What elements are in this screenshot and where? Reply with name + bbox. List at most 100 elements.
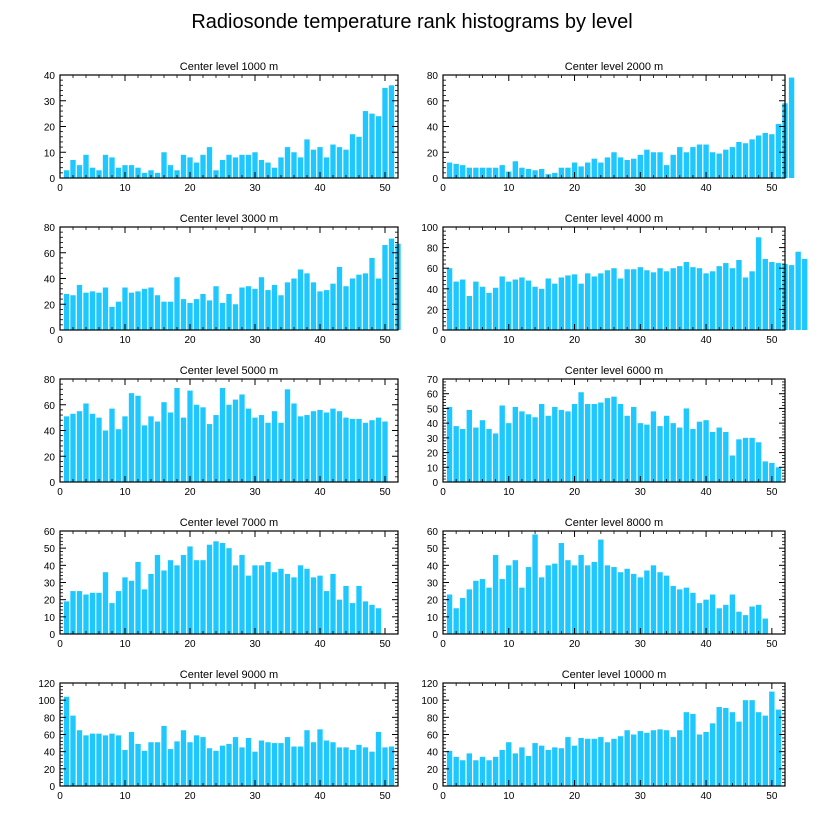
bar xyxy=(362,273,369,330)
bar xyxy=(611,268,617,330)
bar xyxy=(677,589,683,634)
bar xyxy=(161,301,167,330)
x-tick-label: 50 xyxy=(379,639,391,650)
bar xyxy=(690,713,696,786)
bar xyxy=(532,286,538,330)
bar xyxy=(762,132,768,178)
bar xyxy=(644,424,650,482)
bar xyxy=(284,737,291,786)
bar xyxy=(486,760,492,786)
bar xyxy=(219,388,226,482)
bar xyxy=(200,407,206,482)
x-tick-label: 0 xyxy=(57,183,63,194)
bar xyxy=(788,265,795,330)
bar xyxy=(545,415,551,482)
y-tick-label: 40 xyxy=(427,561,439,572)
y-tick-label: 40 xyxy=(44,427,56,438)
bar xyxy=(63,416,70,482)
bar xyxy=(532,170,538,178)
bar xyxy=(258,159,265,178)
bar xyxy=(585,565,591,634)
bar xyxy=(115,735,122,786)
bar xyxy=(304,139,310,179)
x-tick-label: 40 xyxy=(701,183,713,194)
bar xyxy=(492,287,499,330)
bar xyxy=(479,420,486,482)
bar xyxy=(532,534,538,634)
panel-title: Center level 5000 m xyxy=(180,365,278,377)
bar xyxy=(446,594,453,634)
bar xyxy=(291,152,297,178)
bar xyxy=(317,291,323,331)
bar xyxy=(122,287,128,330)
x-tick-label: 0 xyxy=(440,791,446,802)
bar xyxy=(631,406,637,482)
bar xyxy=(323,290,330,330)
bar xyxy=(271,743,278,786)
bar xyxy=(128,165,135,179)
bar xyxy=(631,734,637,786)
bar xyxy=(657,426,663,482)
bar xyxy=(585,162,591,178)
bar xyxy=(213,415,219,482)
bar xyxy=(89,733,96,786)
bar xyxy=(637,577,643,634)
x-tick-label: 30 xyxy=(249,639,261,650)
bar xyxy=(336,599,343,634)
bar xyxy=(219,745,226,786)
bar xyxy=(167,560,174,634)
bar xyxy=(193,735,200,786)
bar xyxy=(585,738,591,786)
bar xyxy=(690,267,696,330)
x-tick-label: 40 xyxy=(701,639,713,650)
bar xyxy=(716,153,722,178)
panel-title: Center level 2000 m xyxy=(565,61,663,73)
bar xyxy=(644,570,650,634)
bar xyxy=(330,283,336,330)
x-tick-label: 10 xyxy=(119,487,131,498)
bar xyxy=(161,725,167,786)
bar xyxy=(756,135,762,178)
bar xyxy=(278,295,284,330)
bar xyxy=(187,157,193,178)
bar xyxy=(736,141,742,178)
x-tick-label: 30 xyxy=(249,335,261,346)
bar xyxy=(167,749,174,786)
bar xyxy=(109,603,115,634)
bar xyxy=(611,567,617,634)
bar xyxy=(258,740,265,786)
x-tick-label: 10 xyxy=(119,335,131,346)
bar xyxy=(598,273,604,330)
bar xyxy=(578,283,584,330)
x-tick-label: 30 xyxy=(635,791,647,802)
bar xyxy=(297,157,304,178)
bar xyxy=(83,594,89,634)
bar xyxy=(180,730,187,786)
bar xyxy=(486,587,492,634)
bar xyxy=(154,172,161,178)
bar xyxy=(723,431,729,482)
bar xyxy=(200,293,206,330)
panel-4: Center level 4000 m 0 20 40 60 80 100 0 10 20 30 40… xyxy=(421,213,808,346)
bar xyxy=(624,568,630,634)
bar xyxy=(193,162,200,178)
bar xyxy=(683,587,690,634)
bar xyxy=(696,144,703,178)
bar xyxy=(343,747,349,787)
bar xyxy=(336,266,343,330)
bar xyxy=(677,427,683,482)
x-tick-label: 50 xyxy=(766,791,778,802)
y-tick-label: 80 xyxy=(427,71,439,82)
x-tick-label: 10 xyxy=(503,791,515,802)
bar xyxy=(362,601,369,634)
bar xyxy=(709,431,716,482)
x-tick-label: 50 xyxy=(379,335,391,346)
bar xyxy=(703,731,709,786)
bar xyxy=(512,406,519,482)
bar xyxy=(683,262,690,330)
y-tick-label: 0 xyxy=(432,782,438,793)
bar xyxy=(716,707,722,786)
x-tick-label: 20 xyxy=(184,487,196,498)
bar xyxy=(323,591,330,634)
